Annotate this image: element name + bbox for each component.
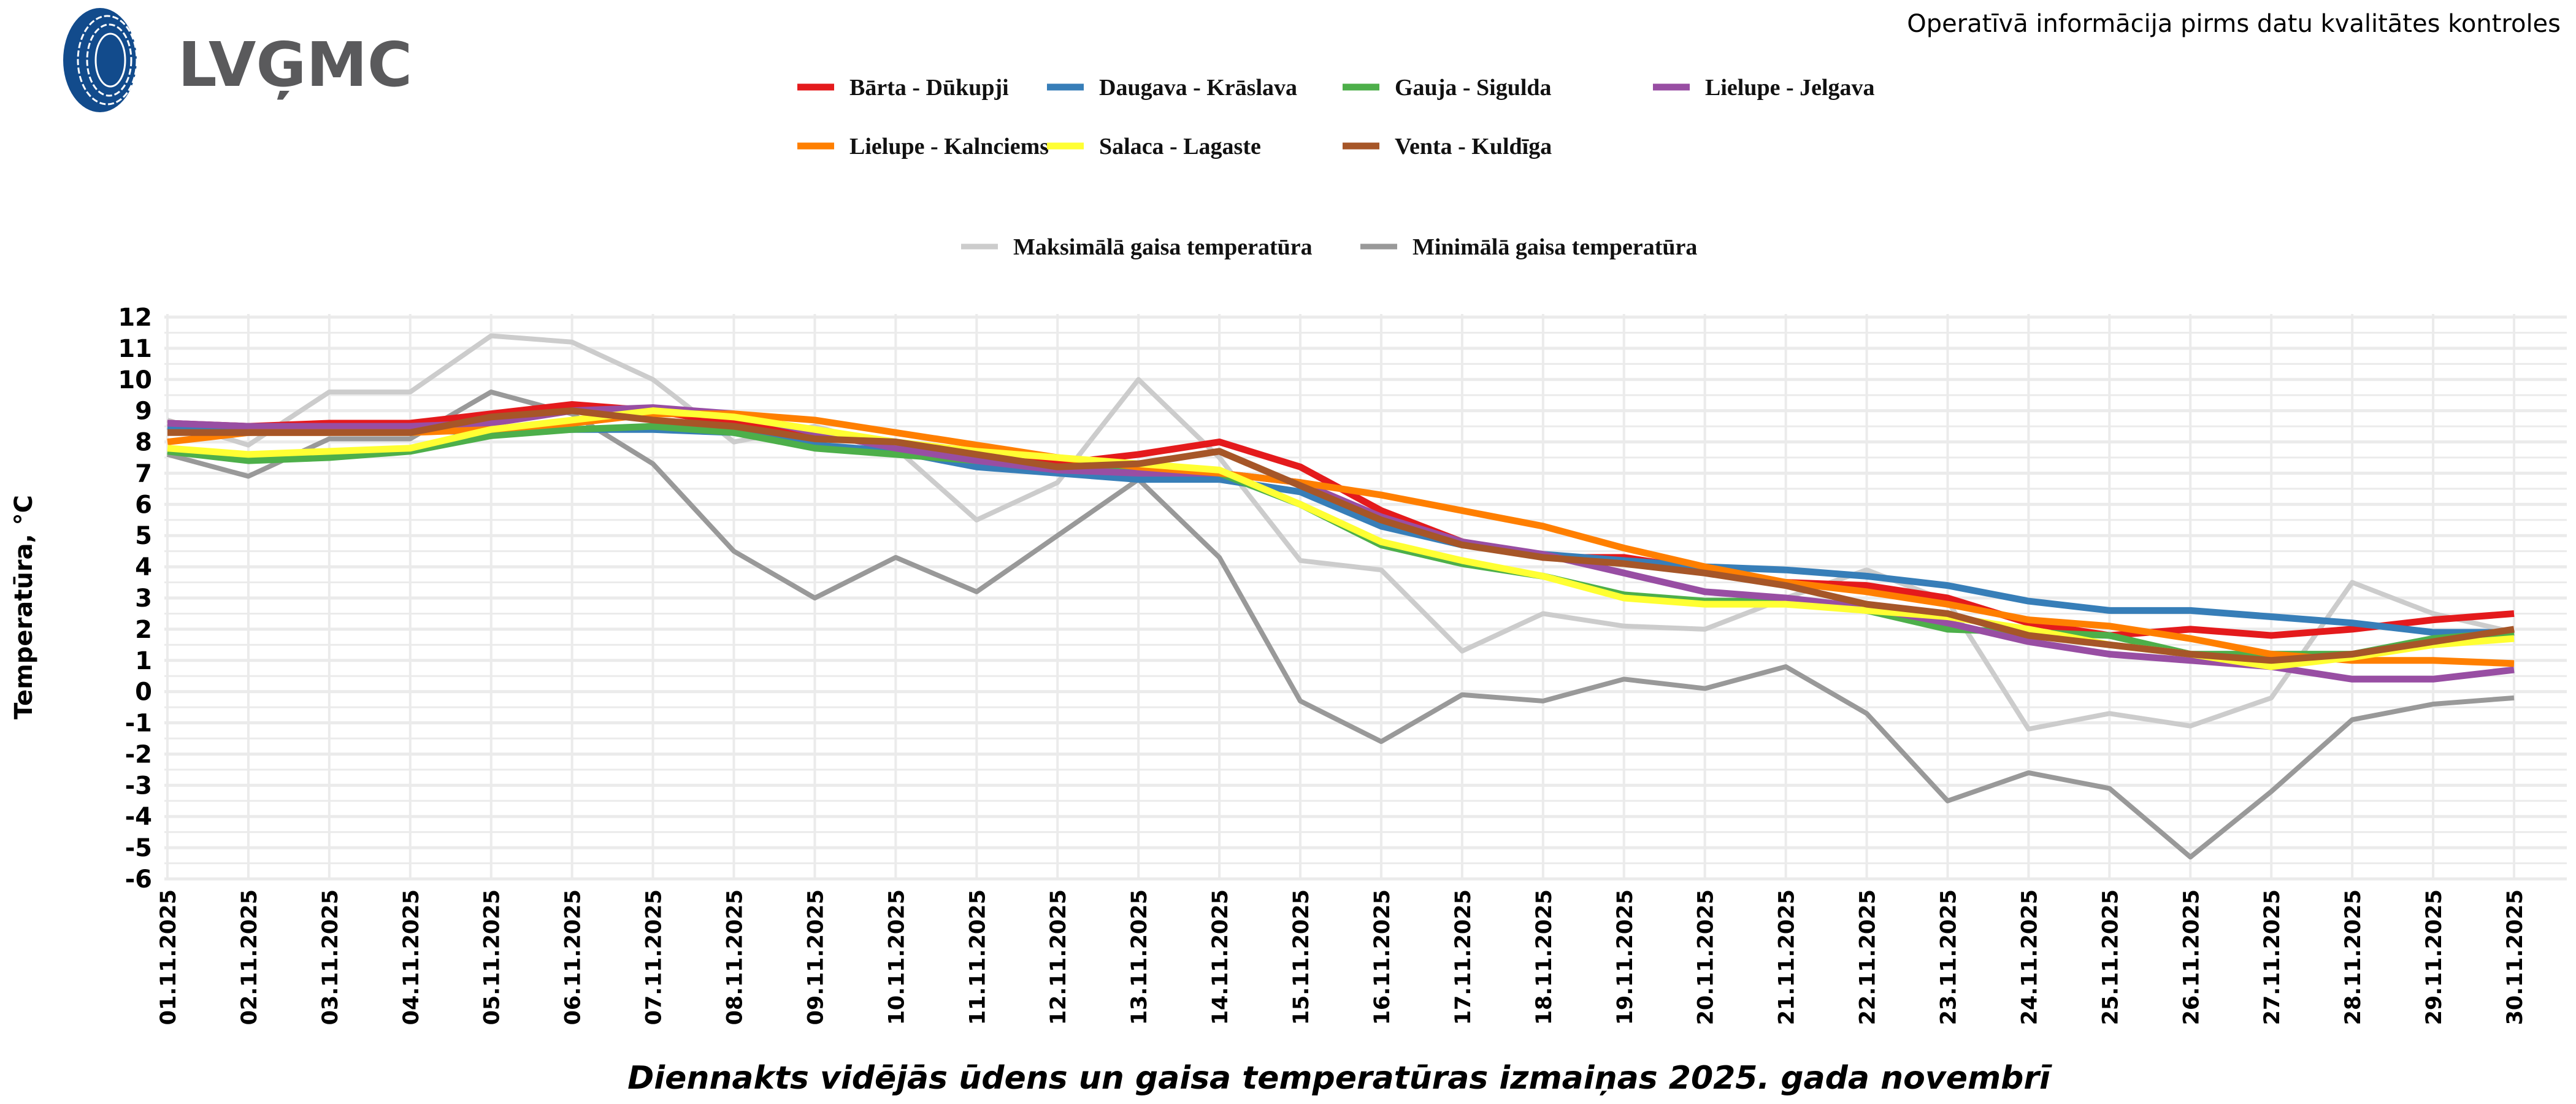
- legend-label: Minimālā gaisa temperatūra: [1413, 234, 1697, 260]
- legend-label: Maksimālā gaisa temperatūra: [1013, 234, 1313, 260]
- grid: [164, 314, 2567, 881]
- legend-label: Bārta - Dūkupji: [849, 75, 1009, 101]
- x-tick-label: 07.11.2025: [642, 889, 667, 1025]
- x-tick-label: 12.11.2025: [1046, 889, 1071, 1025]
- x-tick-label: 11.11.2025: [965, 889, 990, 1025]
- y-tick-label: 12: [118, 304, 152, 332]
- y-tick-label: -1: [125, 710, 152, 738]
- x-tick-label: 04.11.2025: [399, 889, 424, 1025]
- x-tick-label: 23.11.2025: [1936, 889, 1961, 1025]
- logo-globe-icon: [63, 8, 137, 112]
- y-tick-label: 1: [135, 647, 152, 675]
- x-tick-label: 01.11.2025: [156, 889, 181, 1025]
- y-tick-label: -2: [125, 740, 152, 769]
- y-tick-label: -5: [125, 834, 152, 862]
- x-tick-label: 08.11.2025: [723, 889, 748, 1025]
- x-tick-label: 15.11.2025: [1289, 889, 1314, 1025]
- y-tick-label: 8: [135, 429, 152, 457]
- max-air-temp-line: [166, 333, 2515, 732]
- chart-title: Diennakts vidējās ūdens un gaisa tempera…: [627, 1060, 2052, 1097]
- y-axis-title: Temperatūra, °C: [10, 495, 38, 719]
- x-tick-label: 02.11.2025: [237, 889, 262, 1025]
- legend-label: Lielupe - Jelgava: [1705, 75, 1875, 101]
- y-tick-label: -3: [125, 772, 152, 800]
- x-tick-label: 05.11.2025: [480, 889, 505, 1025]
- y-tick-label: -4: [125, 803, 152, 831]
- x-tick-label: 18.11.2025: [1532, 889, 1557, 1025]
- legend-label: Lielupe - Kalnciems: [849, 134, 1049, 159]
- y-tick-label: 9: [135, 397, 152, 426]
- x-tick-label: 10.11.2025: [884, 889, 909, 1025]
- series-lines: [166, 333, 2515, 860]
- y-tick-label: 5: [135, 522, 152, 550]
- x-tick-label: 03.11.2025: [318, 889, 343, 1025]
- lvgmc-logo: LVĢMC: [63, 8, 412, 112]
- series-line-lielupe-kalnciems: [167, 410, 2515, 667]
- x-tick-label: 06.11.2025: [561, 889, 586, 1025]
- legend-label: Venta - Kuldīga: [1395, 134, 1552, 159]
- series-line-lielupe-jelgava: [167, 404, 2515, 683]
- x-tick-label: 19.11.2025: [1613, 889, 1638, 1025]
- y-tick-label: -6: [125, 865, 152, 894]
- legend-label: Gauja - Sigulda: [1395, 75, 1552, 101]
- y-tick-label: 4: [135, 553, 152, 581]
- min-air-temp-line: [166, 389, 2515, 860]
- series-line-venta-kuld-ga: [167, 407, 2515, 664]
- x-tick-label: 25.11.2025: [2098, 889, 2123, 1025]
- y-tick-label: 2: [135, 616, 152, 644]
- x-tick-label: 24.11.2025: [2017, 889, 2042, 1025]
- y-tick-label: 11: [118, 335, 152, 363]
- x-axis-ticks: 01.11.2025 02.11.2025 03.11.2025 04.11.2025…: [156, 889, 2528, 1025]
- x-tick-label: 22.11.2025: [1856, 889, 1880, 1025]
- x-tick-label: 29.11.2025: [2422, 889, 2447, 1025]
- quality-note: Operatīvā informācija pirms datu kvalitā…: [1907, 10, 2561, 38]
- x-tick-label: 26.11.2025: [2179, 889, 2204, 1025]
- x-tick-label: 30.11.2025: [2503, 889, 2528, 1025]
- legend-label: Daugava - Krāslava: [1099, 75, 1297, 101]
- y-tick-label: 7: [135, 459, 152, 488]
- x-tick-label: 28.11.2025: [2341, 889, 2366, 1025]
- x-tick-label: 17.11.2025: [1451, 889, 1476, 1025]
- x-tick-label: 27.11.2025: [2260, 889, 2285, 1025]
- legend: Bārta - Dūkupji Daugava - Krāslava Gauja -…: [797, 75, 1875, 260]
- x-tick-label: 14.11.2025: [1208, 889, 1233, 1025]
- y-tick-label: 3: [135, 585, 152, 613]
- legend-label: Salaca - Lagaste: [1099, 134, 1261, 159]
- y-tick-label: 10: [118, 366, 152, 394]
- x-tick-label: 16.11.2025: [1370, 889, 1395, 1025]
- x-tick-label: 21.11.2025: [1775, 889, 1800, 1025]
- series-line-gauja-sigulda: [167, 423, 2515, 658]
- x-tick-label: 20.11.2025: [1694, 889, 1719, 1025]
- y-tick-label: 0: [135, 678, 152, 707]
- x-tick-label: 09.11.2025: [803, 889, 828, 1025]
- y-tick-label: 6: [135, 491, 152, 519]
- x-tick-label: 13.11.2025: [1127, 889, 1152, 1025]
- logo-text: LVĢMC: [178, 29, 412, 101]
